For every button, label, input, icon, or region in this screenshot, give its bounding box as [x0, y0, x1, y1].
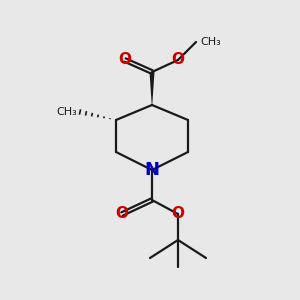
Text: O: O [172, 206, 184, 221]
Text: O: O [116, 206, 128, 221]
Text: O: O [118, 52, 131, 68]
Text: O: O [172, 52, 184, 68]
Text: CH₃: CH₃ [56, 107, 77, 117]
Polygon shape [149, 72, 154, 105]
Text: N: N [145, 161, 160, 179]
Text: CH₃: CH₃ [200, 37, 221, 47]
